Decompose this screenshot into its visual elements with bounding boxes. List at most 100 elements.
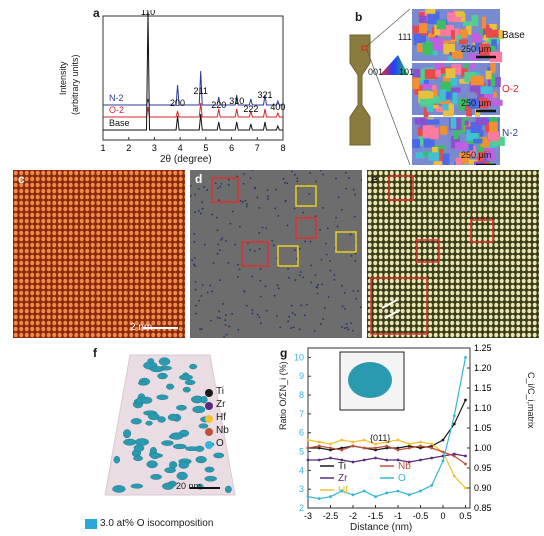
- interstitial-dot: [306, 303, 308, 306]
- panel-letter-c: c: [18, 172, 25, 186]
- grain: [428, 33, 436, 38]
- interstitial-dot: [308, 192, 311, 195]
- interstitial-dot: [299, 271, 302, 273]
- grain: [468, 98, 481, 109]
- interstitial-dot: [326, 227, 329, 230]
- grain: [442, 104, 454, 117]
- g-point: [396, 458, 400, 462]
- g-point: [351, 440, 355, 444]
- apt-legend-label-ti: Ti: [216, 386, 224, 397]
- interstitial-dot: [291, 312, 294, 315]
- g-point: [362, 489, 366, 493]
- interstitial-dot: [212, 262, 215, 264]
- interstitial-dot: [341, 326, 343, 329]
- interstitial-dot: [253, 187, 256, 190]
- xrd-axes: [102, 15, 284, 141]
- xrd-xtick-label: 6: [229, 143, 234, 153]
- ipf-label-101: 101: [399, 67, 415, 77]
- interstitial-dot: [302, 211, 305, 214]
- interstitial-dot: [229, 222, 232, 225]
- interstitial-dot: [220, 239, 223, 241]
- g-point: [430, 484, 434, 487]
- grain: [442, 153, 450, 165]
- grain: [445, 68, 456, 79]
- grain: [487, 45, 496, 51]
- interstitial-dot: [193, 263, 195, 266]
- interstitial-dot: [299, 274, 301, 277]
- interstitial-dot: [313, 330, 316, 332]
- grain: [480, 86, 493, 95]
- xrd-peak-label: 321: [257, 90, 272, 100]
- grain: [489, 99, 503, 106]
- interstitial-dot: [316, 286, 319, 289]
- grain: [431, 96, 442, 104]
- interstitial-dot: [239, 200, 242, 202]
- grain: [422, 42, 433, 55]
- interstitial-dot: [314, 215, 317, 218]
- grain: [449, 87, 461, 93]
- grain: [469, 145, 476, 157]
- interstitial-dot: [249, 248, 252, 251]
- interstitial-dot: [276, 315, 278, 317]
- interstitial-dot: [350, 322, 353, 325]
- g-point: [430, 446, 434, 450]
- g-point: [351, 460, 355, 464]
- grain: [487, 132, 499, 142]
- grain: [491, 136, 505, 146]
- grain: [412, 25, 423, 34]
- g-point: [419, 489, 422, 493]
- oxygen-complex: [157, 416, 166, 423]
- interstitial-dot: [209, 284, 212, 287]
- interstitial-dot: [217, 243, 220, 246]
- interstitial-dot: [309, 240, 312, 243]
- g-xtick-label: -2: [349, 511, 357, 521]
- interstitial-dot: [279, 326, 282, 329]
- interstitial-dot: [245, 304, 248, 307]
- interstitial-dot: [346, 326, 348, 329]
- g-point: [385, 446, 389, 450]
- oxygen-complex: [138, 380, 147, 386]
- interstitial-dot: [217, 199, 220, 202]
- g-point: [452, 452, 456, 456]
- xrd-peak-label: 310: [229, 96, 244, 106]
- interstitial-dot: [231, 312, 234, 315]
- xrd-xtick-label: 8: [280, 143, 285, 153]
- oxygen-complex: [204, 466, 215, 473]
- interstitial-dot: [197, 188, 200, 190]
- oxygen-complex: [158, 357, 171, 366]
- xrd-series-line: [103, 11, 283, 131]
- interstitial-dot: [271, 239, 274, 242]
- g-ytick-left-label: 8: [299, 390, 304, 400]
- interstitial-dot: [200, 328, 203, 330]
- interstitial-dot: [293, 249, 296, 252]
- ipf-label-001: 001: [368, 67, 384, 77]
- interstitial-dot: [287, 267, 289, 270]
- apt-scale-label: 20 nm: [176, 481, 202, 491]
- grain: [480, 141, 490, 148]
- interstitial-dot: [193, 256, 196, 259]
- interstitial-dot: [259, 279, 262, 282]
- g-ytick-left-label: 4: [299, 465, 304, 475]
- g-point: [374, 495, 377, 499]
- interstitial-dot: [256, 196, 259, 199]
- g-point: [464, 398, 467, 402]
- interstitial-dot: [220, 182, 223, 185]
- grain: [471, 33, 481, 43]
- apt-legend-dot-hf: [205, 415, 213, 423]
- scale-base: 250 μm: [461, 44, 492, 54]
- grain: [430, 127, 439, 140]
- g-inset-label: {011}: [370, 433, 391, 443]
- interstitial-dot: [319, 170, 322, 172]
- g-ytick-left-label: 2: [299, 503, 304, 513]
- grain: [419, 69, 424, 80]
- interstitial-dot: [354, 252, 357, 255]
- interstitial-dot: [314, 274, 317, 277]
- interstitial-dot: [193, 241, 196, 243]
- g-point: [374, 442, 377, 446]
- grain: [439, 67, 451, 74]
- g-ytick-left-label: 6: [299, 428, 304, 438]
- grain: [428, 152, 440, 161]
- grain: [417, 127, 424, 136]
- interstitial-dot: [341, 284, 343, 287]
- interstitial-dot: [344, 171, 347, 174]
